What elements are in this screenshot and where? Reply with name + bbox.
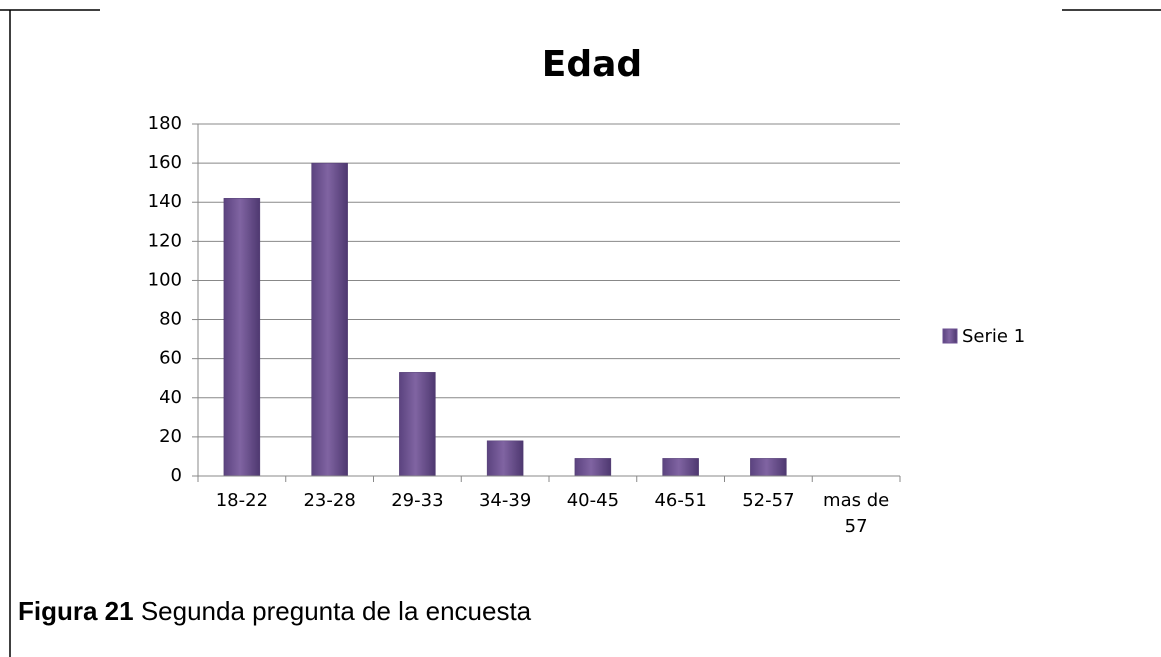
caption-text: Segunda pregunta de la encuesta (140, 596, 532, 626)
y-tick-label: 120 (148, 230, 182, 251)
y-tick-label: 180 (148, 113, 182, 134)
x-tick-label: 40-45 (566, 490, 620, 511)
caption: Figura 21 Segunda pregunta de la encuest… (18, 596, 531, 627)
x-tick-label: 34-39 (478, 490, 532, 511)
y-tick-label: 0 (171, 465, 182, 486)
x-tick-label: 46-51 (654, 490, 707, 511)
bar (311, 162, 348, 477)
x-tick-label: 23-28 (303, 490, 356, 511)
x-tick-label: 29-33 (391, 490, 444, 511)
legend-label: Serie 1 (962, 326, 1025, 347)
y-tick-label: 20 (159, 426, 182, 447)
x-tick-label: 18-22 (215, 490, 269, 511)
bar (662, 458, 699, 477)
legend-swatch (942, 328, 958, 344)
y-tick-label: 80 (159, 309, 182, 330)
bar (486, 440, 524, 477)
bar (399, 372, 436, 477)
x-tick-label: 52-57 (742, 490, 795, 511)
caption-label: Figura 21 (18, 596, 134, 626)
bar (223, 198, 261, 477)
y-tick-label: 60 (159, 348, 182, 369)
bar (750, 458, 787, 477)
y-tick-label: 160 (148, 152, 182, 173)
x-tick-label: mas de 57 (823, 490, 890, 537)
bar (574, 458, 612, 477)
y-tick-label: 140 (148, 191, 182, 212)
y-tick-label: 40 (159, 387, 182, 408)
chart-title: Edad (542, 44, 642, 85)
y-tick-label: 100 (148, 269, 182, 290)
